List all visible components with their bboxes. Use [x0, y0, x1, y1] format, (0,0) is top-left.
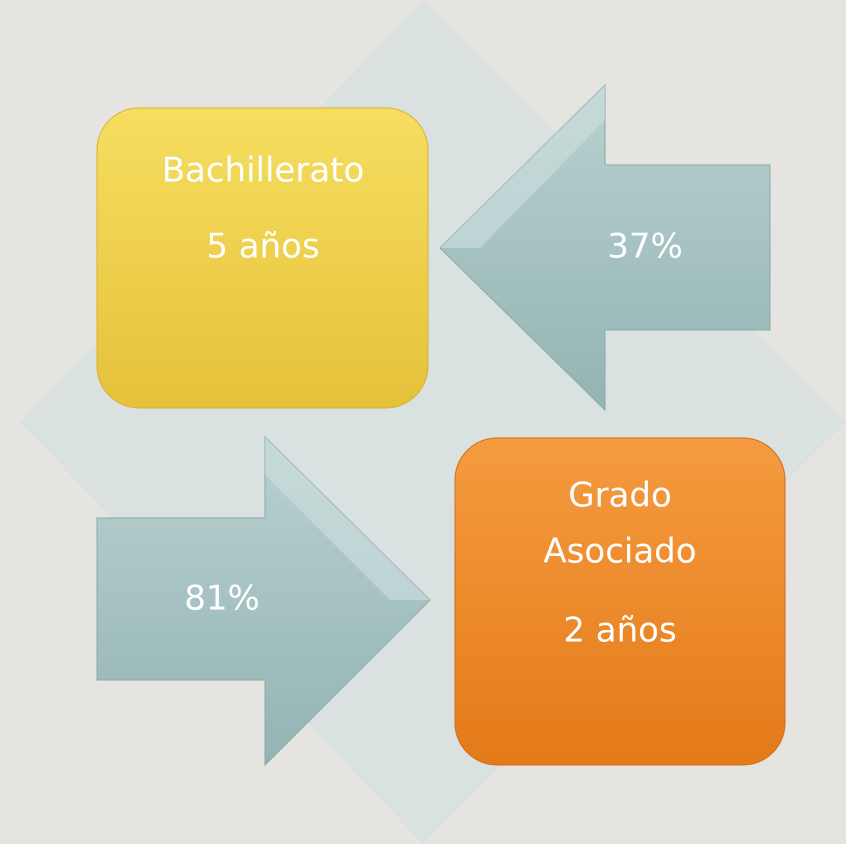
node-text: 2 años	[563, 611, 676, 651]
arrow-left: 37%	[439, 83, 771, 412]
node-text: 5 años	[206, 227, 319, 267]
arrow-label: 37%	[607, 227, 683, 267]
arrow-right: 81%	[96, 435, 431, 767]
arrow-label: 81%	[184, 579, 260, 619]
node-box: Grado Asociado 2 años	[454, 437, 786, 766]
node-box: Bachillerato 5 años	[96, 107, 429, 409]
node-text: Bachillerato	[162, 151, 365, 191]
node-text: Asociado	[543, 532, 696, 572]
node-text: Grado	[568, 476, 672, 516]
